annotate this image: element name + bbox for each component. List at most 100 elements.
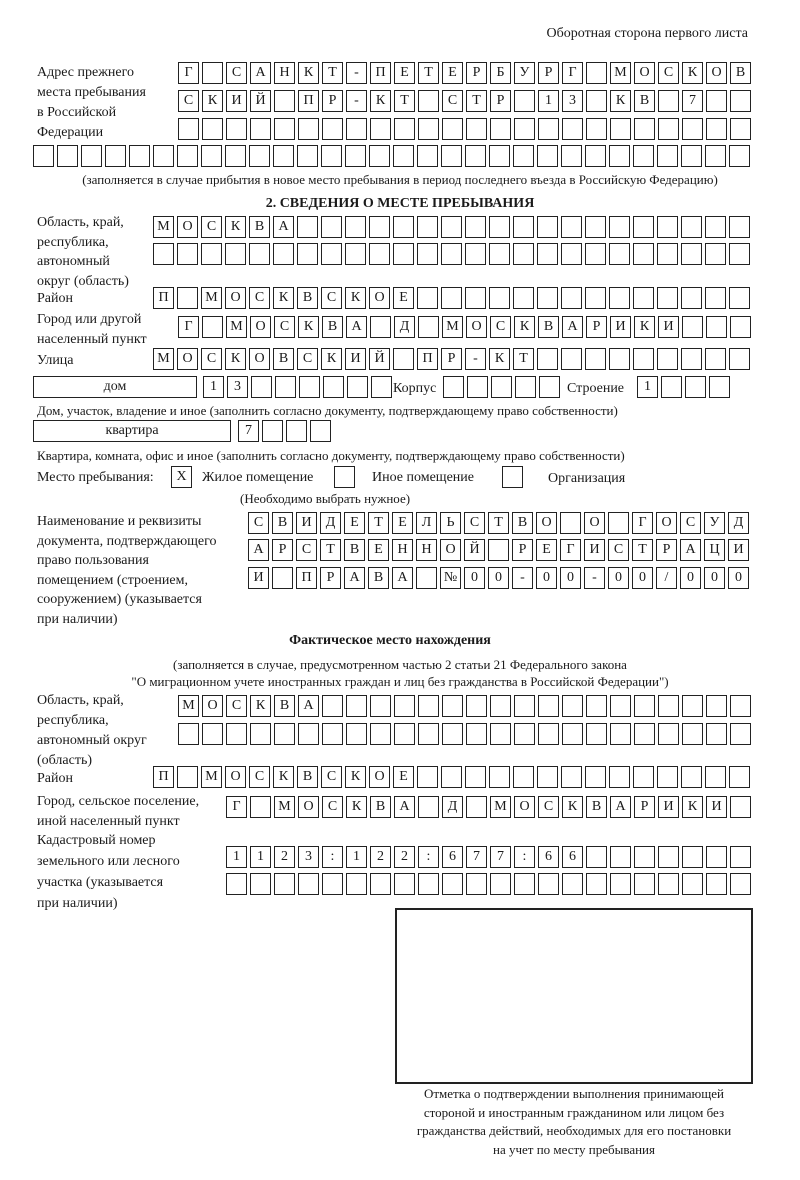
char-cell[interactable] [393,348,414,370]
char-cell[interactable] [178,723,199,745]
char-cell[interactable] [466,873,487,895]
char-cell[interactable] [730,118,751,140]
char-cell[interactable]: Е [393,287,414,309]
char-cell[interactable] [274,723,295,745]
char-cell[interactable] [299,376,320,398]
char-cell[interactable]: О [706,62,727,84]
char-cell[interactable]: К [610,90,631,112]
char-cell[interactable] [729,766,750,788]
char-cell[interactable] [514,873,535,895]
char-cell[interactable] [706,873,727,895]
char-cell[interactable] [369,216,390,238]
char-cell[interactable] [322,873,343,895]
char-cell[interactable]: И [706,796,727,818]
char-cell[interactable]: А [250,62,271,84]
char-cell[interactable]: Г [560,539,581,561]
char-cell[interactable]: К [298,316,319,338]
char-cell[interactable] [369,243,390,265]
char-cell[interactable] [490,695,511,717]
char-cell[interactable]: Д [442,796,463,818]
char-cell[interactable] [729,348,750,370]
char-cell[interactable]: 6 [442,846,463,868]
char-cell[interactable] [274,873,295,895]
char-cell[interactable]: 1 [637,376,658,398]
char-cell[interactable]: 7 [466,846,487,868]
char-cell[interactable]: - [346,62,367,84]
char-cell[interactable] [274,90,295,112]
char-cell[interactable]: К [225,348,246,370]
char-cell[interactable] [658,723,679,745]
char-cell[interactable]: О [536,512,557,534]
char-cell[interactable] [489,766,510,788]
char-cell[interactable]: Е [392,512,413,534]
char-cell[interactable]: О [225,766,246,788]
char-cell[interactable] [514,118,535,140]
char-cell[interactable] [681,766,702,788]
char-cell[interactable] [225,243,246,265]
char-cell[interactable]: О [298,796,319,818]
char-cell[interactable] [346,118,367,140]
char-cell[interactable]: / [656,567,677,589]
char-cell[interactable]: - [512,567,533,589]
char-cell[interactable]: А [344,567,365,589]
char-cell[interactable] [417,287,438,309]
char-cell[interactable] [177,145,198,167]
char-cell[interactable] [177,243,198,265]
char-cell[interactable] [730,873,751,895]
char-cell[interactable]: А [346,316,367,338]
char-cell[interactable] [681,216,702,238]
char-cell[interactable]: В [634,90,655,112]
char-cell[interactable] [513,145,534,167]
char-cell[interactable] [729,216,750,238]
char-cell[interactable] [202,316,223,338]
char-cell[interactable]: В [586,796,607,818]
char-cell[interactable] [681,287,702,309]
char-cell[interactable]: К [298,62,319,84]
char-cell[interactable] [202,118,223,140]
char-cell[interactable] [634,873,655,895]
char-cell[interactable]: Б [490,62,511,84]
char-cell[interactable]: 3 [562,90,583,112]
char-cell[interactable]: У [704,512,725,534]
char-cell[interactable]: М [201,766,222,788]
char-cell[interactable]: 7 [238,420,259,442]
char-cell[interactable] [634,846,655,868]
char-cell[interactable]: С [321,766,342,788]
char-cell[interactable]: Е [394,62,415,84]
char-cell[interactable] [465,766,486,788]
char-cell[interactable]: О [584,512,605,534]
char-cell[interactable] [441,243,462,265]
char-cell[interactable] [685,376,706,398]
char-cell[interactable]: С [248,512,269,534]
char-cell[interactable]: С [178,90,199,112]
char-cell[interactable] [682,118,703,140]
char-cell[interactable] [586,695,607,717]
char-cell[interactable]: - [465,348,486,370]
char-cell[interactable] [466,796,487,818]
char-cell[interactable] [393,216,414,238]
option-other-checkbox[interactable] [334,466,355,488]
char-cell[interactable] [633,243,654,265]
char-cell[interactable] [346,695,367,717]
char-cell[interactable]: 7 [682,90,703,112]
char-cell[interactable] [226,118,247,140]
char-cell[interactable] [466,695,487,717]
char-cell[interactable] [657,348,678,370]
char-cell[interactable] [418,316,439,338]
char-cell[interactable]: И [296,512,317,534]
char-cell[interactable]: 3 [298,846,319,868]
char-cell[interactable] [658,118,679,140]
char-cell[interactable] [562,873,583,895]
char-cell[interactable] [705,766,726,788]
char-cell[interactable]: Е [368,539,389,561]
char-cell[interactable] [706,118,727,140]
char-cell[interactable] [705,348,726,370]
char-cell[interactable] [537,348,558,370]
char-cell[interactable] [658,846,679,868]
char-cell[interactable] [609,243,630,265]
char-cell[interactable] [705,145,726,167]
char-cell[interactable]: Й [369,348,390,370]
char-cell[interactable] [250,873,271,895]
char-cell[interactable] [657,216,678,238]
char-cell[interactable]: 2 [274,846,295,868]
